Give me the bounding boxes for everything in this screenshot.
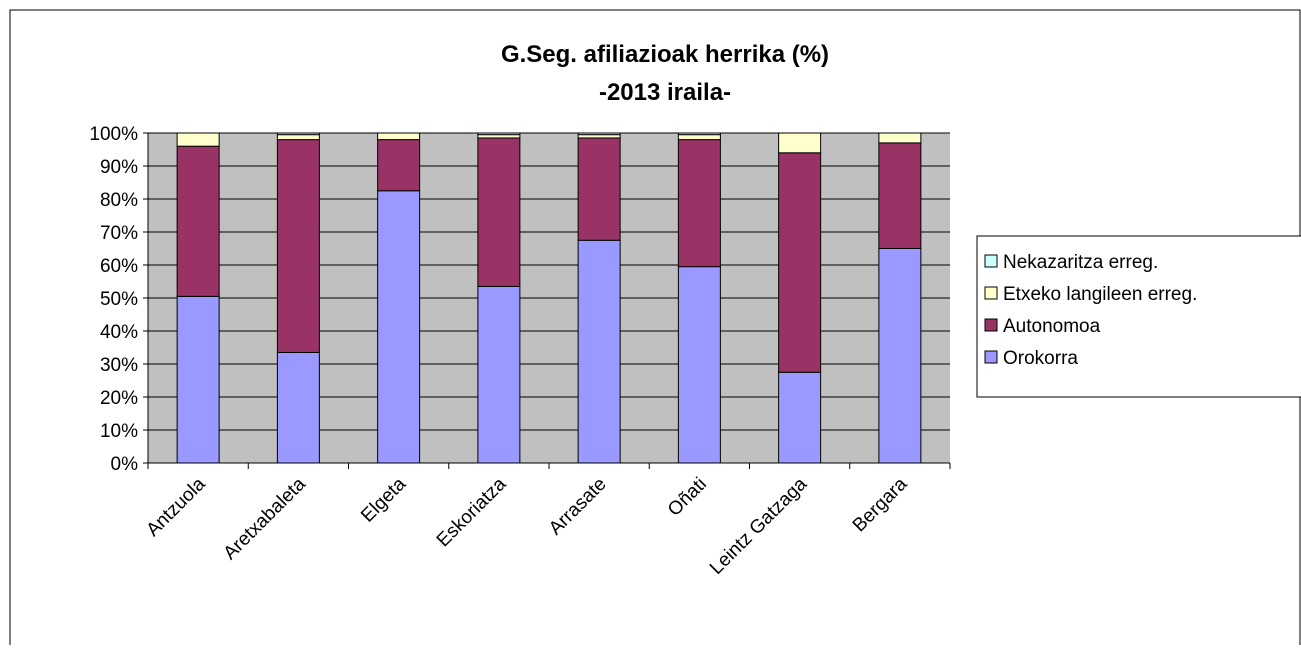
bar-segment [677, 134, 721, 141]
y-tick-label: 30% [100, 355, 138, 376]
bar-segment [677, 266, 721, 464]
x-tick-label: Leintz Gatzaga [706, 473, 812, 579]
bar-segment [377, 139, 421, 192]
bar-segment [176, 295, 220, 464]
x-tick-label: Aretxabaleta [220, 473, 311, 564]
y-tick-label: 60% [100, 256, 138, 277]
bar-segment [477, 132, 521, 136]
legend-swatch [984, 286, 998, 300]
x-tick-label: Arrasate [545, 474, 611, 540]
y-tick-label: 0% [111, 454, 139, 475]
x-tick-label: Oñati [664, 474, 711, 521]
bar-segment [377, 190, 421, 464]
y-tick-label: 100% [89, 124, 138, 145]
bar-segment [176, 145, 220, 297]
bar-segment [878, 248, 922, 464]
y-tick-label: 90% [100, 157, 138, 178]
legend-swatch [984, 318, 998, 332]
bar-segment [276, 134, 320, 141]
bar-segment [577, 132, 621, 136]
y-tick-label: 80% [100, 190, 138, 211]
bar-segment [276, 139, 320, 353]
bar-segment [477, 137, 521, 287]
y-tick-label: 50% [100, 289, 138, 310]
x-tick-label: Bergara [849, 473, 912, 536]
bar-segment [878, 142, 922, 249]
bar-segment [577, 137, 621, 241]
bar-segment [276, 132, 320, 136]
y-tick-label: 20% [100, 388, 138, 409]
bar-segment [677, 132, 721, 136]
legend-swatch [984, 350, 998, 364]
bar-segment [276, 351, 320, 464]
bar-segment [577, 239, 621, 464]
legend-label: Etxeko langileen erreg. [1003, 284, 1197, 305]
y-tick-label: 70% [100, 223, 138, 244]
x-tick-label: Elgeta [357, 473, 410, 526]
bar-segment [477, 285, 521, 464]
bar-segment [677, 139, 721, 268]
x-tick-label: Eskoriatza [433, 473, 511, 551]
y-tick-label: 40% [100, 322, 138, 343]
bar-segment [778, 132, 822, 154]
chart-subtitle: -2013 iraila- [599, 79, 731, 106]
legend-label: Orokorra [1003, 348, 1078, 369]
y-tick-label: 10% [100, 421, 138, 442]
x-tick-label: Antzuola [143, 473, 210, 540]
legend-swatch [984, 254, 998, 268]
bar-segment [878, 132, 922, 144]
legend-label: Autonomoa [1003, 316, 1101, 337]
bar-segment [377, 132, 421, 141]
legend-label: Nekazaritza erreg. [1003, 252, 1158, 273]
bar-segment [778, 371, 822, 464]
chart-title: G.Seg. afiliazioak herrika (%) [501, 41, 829, 68]
bar-segment [176, 132, 220, 147]
legend-box [976, 235, 1301, 398]
bar-segment [778, 152, 822, 373]
